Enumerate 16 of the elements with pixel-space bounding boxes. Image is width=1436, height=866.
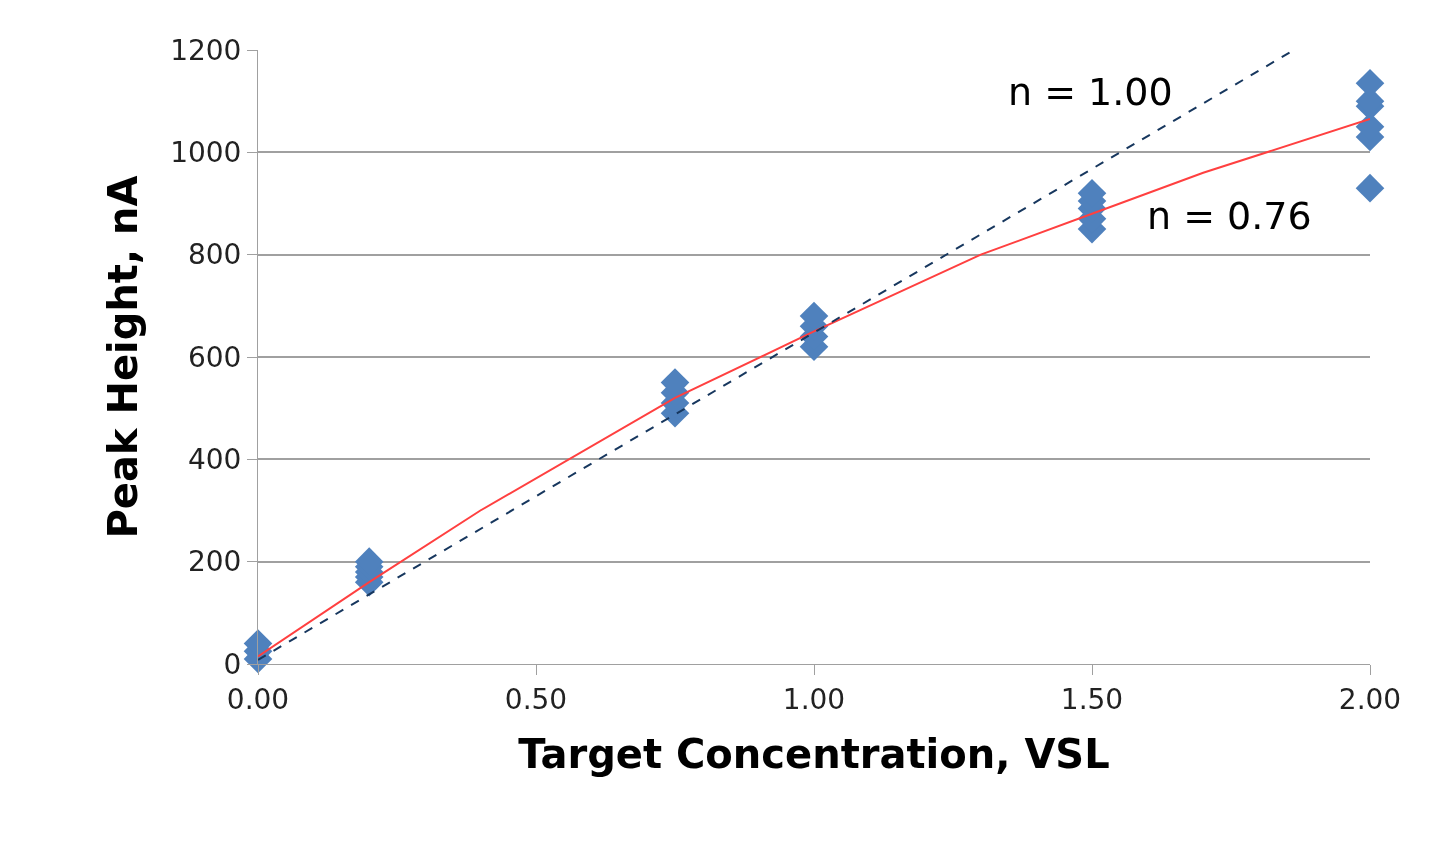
x-tick-label: 1.00 xyxy=(782,682,846,716)
y-tick-label: 400 xyxy=(187,443,242,477)
y-tick-label: 1000 xyxy=(170,136,242,170)
y-tick-label: 600 xyxy=(187,340,242,374)
y-axis-title: Peak Height, nA xyxy=(99,175,146,539)
x-tick-label: 0.00 xyxy=(226,682,290,716)
y-tick-label: 200 xyxy=(187,545,242,579)
annotation: n = 0.76 xyxy=(1147,194,1312,238)
annotation: n = 1.00 xyxy=(1008,70,1173,114)
x-tick-label: 0.50 xyxy=(504,682,568,716)
x-tick-label: 2.00 xyxy=(1338,682,1402,716)
y-tick-label: 1200 xyxy=(170,33,242,67)
x-tick-label: 1.50 xyxy=(1060,682,1124,716)
x-axis-title: Target Concentration, VSL xyxy=(518,731,1110,778)
y-tick-label: 800 xyxy=(187,238,242,272)
y-tick-label: 0 xyxy=(223,647,242,681)
